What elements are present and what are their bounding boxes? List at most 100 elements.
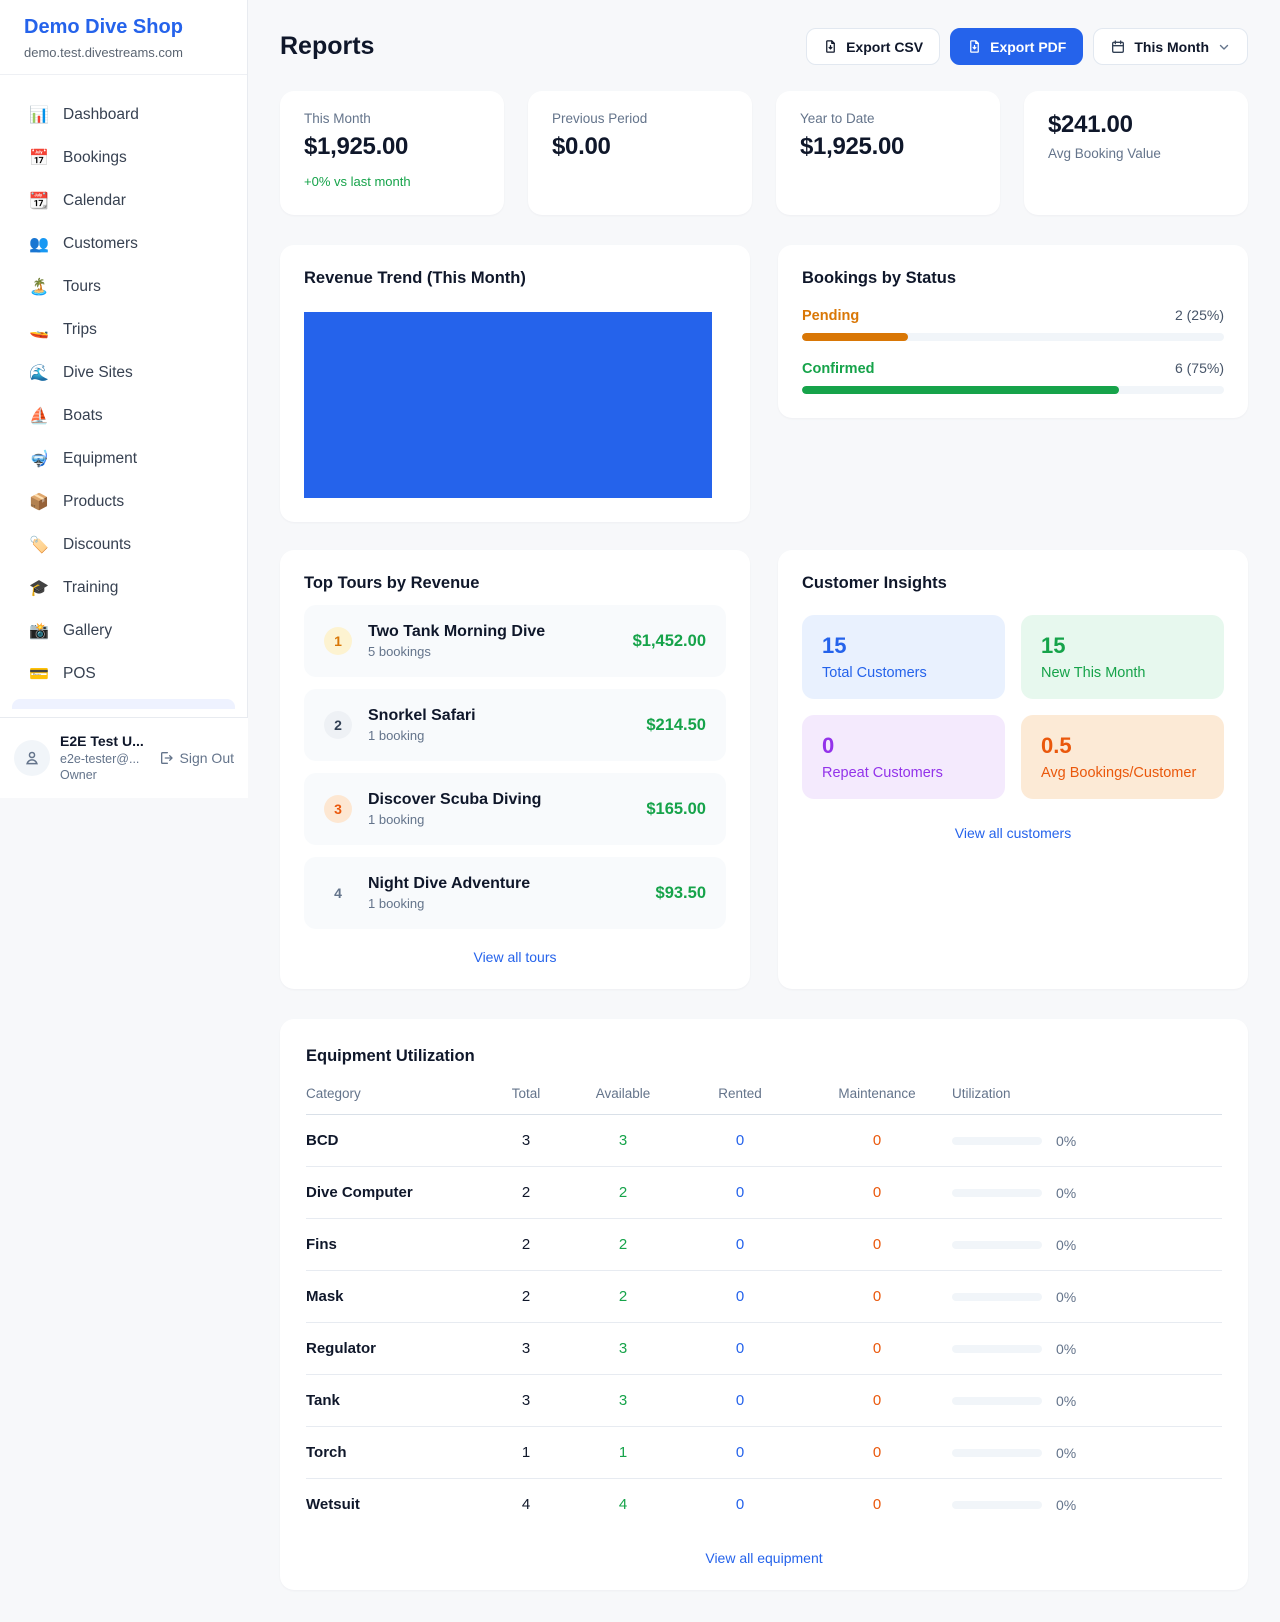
tour-bookings: 1 booking	[368, 728, 425, 743]
status-row: Confirmed 6 (75%)	[802, 360, 1224, 394]
customer-insights-title: Customer Insights	[802, 574, 947, 592]
stat-label: Avg Booking Value	[1048, 146, 1161, 161]
status-label: Confirmed	[802, 361, 875, 377]
cell-rented: 0	[678, 1322, 802, 1375]
sidebar-item[interactable]: 🎓 Training	[12, 566, 235, 609]
export-pdf-label: Export PDF	[990, 38, 1067, 55]
utilization-bar	[952, 1292, 1042, 1301]
equipment-table-body: BCD 3 3 0 0 0% Dive	[306, 1114, 1222, 1531]
cell-rented: 0	[735, 1496, 745, 1513]
sidebar-item-icon: 📦	[29, 493, 49, 511]
sign-out-label: Sign Out	[179, 750, 234, 766]
shop-name: Demo Dive Shop	[24, 16, 183, 38]
tour-bookings: 1 booking	[368, 812, 425, 827]
table-row: Mask 2 2 0 0 0%	[306, 1270, 1222, 1323]
cell-available: 3	[568, 1322, 678, 1375]
status-count: 6 (75%)	[1174, 360, 1224, 376]
tour-bookings: 5 bookings	[368, 644, 431, 659]
cell-rented: 0	[678, 1166, 802, 1219]
utilization-cell: 0%	[952, 1497, 1222, 1513]
cell-category: Regulator	[306, 1322, 484, 1375]
utilization-bar	[952, 1448, 1042, 1457]
utilization-percent: 0%	[1056, 1288, 1077, 1305]
sidebar-item[interactable]: 📸 Gallery	[12, 609, 235, 652]
sidebar-item-label: POS	[63, 664, 96, 682]
insight-tile: 0 Repeat Customers	[802, 715, 1005, 799]
cell-category: Mask	[306, 1270, 484, 1323]
insight-value: 0	[822, 733, 835, 758]
cell-available: 3	[568, 1114, 678, 1167]
view-all-tours-link[interactable]: View all tours	[473, 949, 557, 965]
cell-rented: 0	[678, 1114, 802, 1167]
user-email: e2e-tester@...	[60, 751, 140, 766]
utilization-percent: 0%	[1056, 1236, 1077, 1253]
stat-cards: This Month $1,925.00 +0% vs last month P…	[280, 91, 1248, 215]
avatar	[14, 740, 50, 776]
sidebar-item-icon: 🏝️	[29, 278, 49, 296]
sidebar-item[interactable]: 🏷️ Discounts	[12, 523, 235, 566]
stat-card: This Month $1,925.00 +0% vs last month	[280, 91, 504, 215]
cell-rented: 0	[678, 1270, 802, 1323]
sidebar-item[interactable]: 📅 Bookings	[12, 136, 235, 179]
view-all-customers-link[interactable]: View all customers	[954, 825, 1072, 841]
utilization-bar	[952, 1396, 1042, 1405]
cell-category: Fins	[306, 1218, 484, 1271]
sidebar-item-icon: 📸	[29, 622, 49, 640]
status-row: Pending 2 (25%)	[802, 307, 1224, 341]
utilization-bar	[952, 1344, 1042, 1353]
stat-value: $0.00	[552, 133, 611, 160]
sidebar-item[interactable]: 📦 Products	[12, 480, 235, 523]
col-header-rented: Rented	[678, 1086, 802, 1115]
cell-total: 2	[484, 1270, 568, 1323]
sidebar-item-icon: 🎓	[29, 579, 49, 597]
utilization-cell: 0%	[952, 1237, 1222, 1253]
sidebar-item[interactable]: ⛵ Boats	[12, 394, 235, 437]
revenue-trend-card: Revenue Trend (This Month)	[280, 245, 750, 522]
insight-tile: 15 New This Month	[1021, 615, 1224, 699]
tour-row: 1 Two Tank Morning Dive 5 bookings $1,45…	[304, 605, 726, 677]
user-meta: E2E Test U... e2e-tester@... Owner	[60, 732, 144, 785]
sidebar-item-label: Discounts	[63, 535, 132, 553]
sidebar-item[interactable]: 💳 POS	[12, 652, 235, 695]
cell-total: 3	[484, 1114, 568, 1167]
export-pdf-button[interactable]: Export PDF	[950, 28, 1084, 65]
sign-out-button[interactable]: Sign Out	[158, 750, 234, 766]
page-header: Reports Export CSV Export PDF This Month	[280, 28, 1248, 65]
export-csv-button[interactable]: Export CSV	[806, 28, 941, 65]
utilization-bar	[952, 1500, 1042, 1509]
period-select[interactable]: This Month	[1093, 28, 1248, 65]
bookings-by-status-title: Bookings by Status	[802, 269, 957, 287]
utilization-cell: 0%	[952, 1289, 1222, 1305]
stat-value: $1,925.00	[304, 133, 409, 160]
cell-maintenance: 0	[802, 1322, 952, 1375]
utilization-cell: 0%	[952, 1445, 1222, 1461]
sidebar-item[interactable]: 🌊 Dive Sites	[12, 351, 235, 394]
header-actions: Export CSV Export PDF This Month	[806, 28, 1248, 65]
sidebar-item-reports-active-partial[interactable]	[12, 699, 235, 709]
status-bar-track	[802, 333, 1224, 341]
customer-insights-card: Customer Insights 15 Total Customers 15 …	[778, 550, 1248, 989]
stat-card: Year to Date $1,925.00	[776, 91, 1000, 215]
insight-value: 0.5	[1041, 733, 1072, 758]
cell-total: 4	[521, 1496, 531, 1513]
sidebar-item[interactable]: 🚤 Trips	[12, 308, 235, 351]
table-row: Tank 3 3 0 0 0%	[306, 1374, 1222, 1427]
tour-name: Night Dive Adventure	[368, 875, 531, 892]
cell-maintenance: 0	[802, 1270, 952, 1323]
cell-maintenance: 0	[802, 1166, 952, 1219]
utilization-percent: 0%	[1056, 1392, 1077, 1409]
stat-label: Year to Date	[800, 111, 875, 126]
sidebar-item[interactable]: 👥 Customers	[12, 222, 235, 265]
sidebar-item[interactable]: 📆 Calendar	[12, 179, 235, 222]
insight-value: 15	[1041, 633, 1066, 658]
sidebar-item-label: Products	[63, 492, 125, 510]
view-all-equipment-link[interactable]: View all equipment	[705, 1550, 823, 1566]
rank-badge: 2	[324, 711, 352, 739]
sidebar-item-label: Dashboard	[63, 105, 139, 123]
sidebar-item[interactable]: 📊 Dashboard	[12, 93, 235, 136]
sidebar-item[interactable]: 🤿 Equipment	[12, 437, 235, 480]
charts-row: Revenue Trend (This Month) Bookings by S…	[280, 245, 1248, 522]
status-bar-track	[802, 386, 1224, 394]
sidebar-item[interactable]: 🏝️ Tours	[12, 265, 235, 308]
cell-rented: 0	[678, 1218, 802, 1271]
